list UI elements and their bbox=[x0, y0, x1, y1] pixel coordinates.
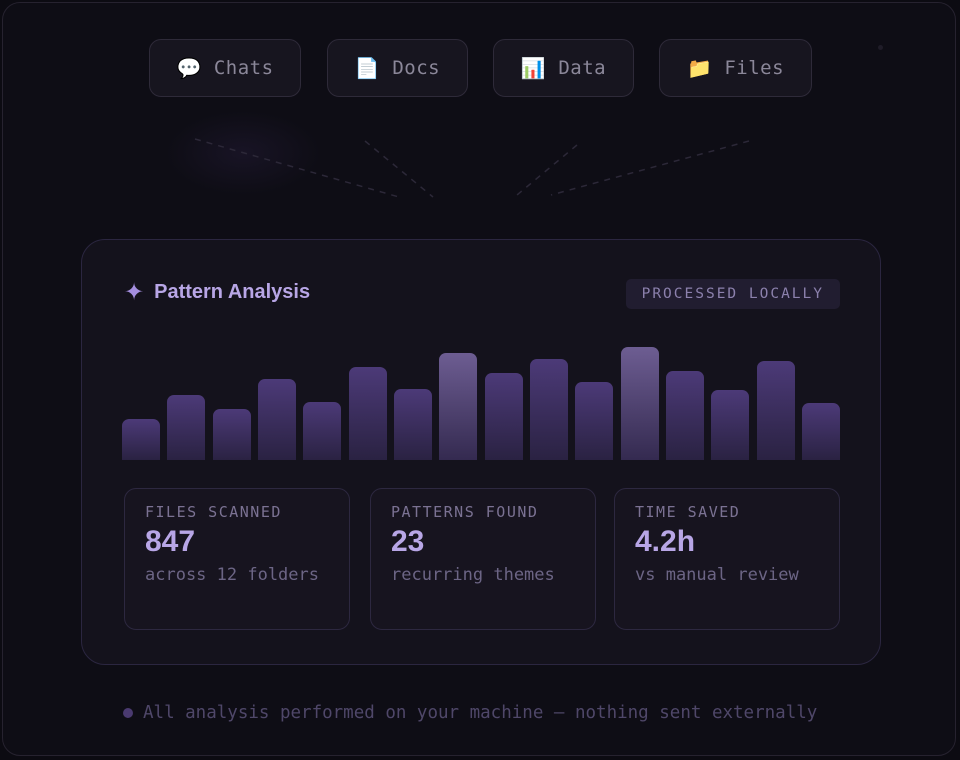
document-icon: 📄 bbox=[354, 56, 381, 80]
stat-files-scanned: FILES SCANNED 847 across 12 folders bbox=[124, 488, 350, 630]
chat-bubble-icon: 💬 bbox=[176, 56, 202, 80]
pattern-bar bbox=[167, 395, 205, 460]
privacy-footer: All analysis performed on your machine —… bbox=[123, 703, 817, 723]
pattern-bar-chart bbox=[122, 340, 842, 460]
pattern-bar bbox=[757, 361, 795, 460]
pattern-bar bbox=[439, 353, 477, 460]
pattern-bar bbox=[802, 403, 840, 460]
pattern-bar bbox=[666, 371, 704, 460]
pattern-analysis-card: ✦ Pattern Analysis PROCESSED LOCALLY FIL… bbox=[81, 239, 881, 665]
source-data[interactable]: 📊 Data bbox=[493, 39, 634, 97]
stat-value: 23 bbox=[391, 525, 425, 558]
bar-chart-icon: 📊 bbox=[520, 56, 547, 80]
pattern-bar bbox=[122, 419, 160, 460]
pattern-bar bbox=[258, 379, 296, 460]
stat-label: PATTERNS FOUND bbox=[391, 503, 539, 521]
stat-subtext: vs manual review bbox=[635, 565, 799, 585]
source-files-label: Files bbox=[724, 57, 785, 79]
pattern-bar bbox=[213, 409, 251, 460]
source-chats[interactable]: 💬 Chats bbox=[149, 39, 301, 97]
stat-value: 847 bbox=[145, 525, 196, 558]
pattern-bar bbox=[349, 367, 387, 460]
pattern-bar bbox=[530, 359, 568, 460]
source-docs[interactable]: 📄 Docs bbox=[327, 39, 468, 97]
source-data-label: Data bbox=[558, 57, 607, 79]
sparkle-icon: ✦ bbox=[124, 278, 145, 306]
processed-locally-badge: PROCESSED LOCALLY bbox=[625, 279, 840, 309]
stat-subtext: recurring themes bbox=[391, 565, 555, 585]
pattern-bar bbox=[485, 373, 523, 460]
pattern-bar bbox=[575, 382, 613, 460]
card-title-text: Pattern Analysis bbox=[154, 280, 311, 303]
card-title: ✦ Pattern Analysis bbox=[124, 278, 310, 306]
pattern-bar bbox=[303, 402, 341, 460]
stat-label: TIME SAVED bbox=[635, 503, 741, 521]
stat-value: 4.2h bbox=[635, 525, 696, 558]
stat-subtext: across 12 folders bbox=[145, 565, 319, 585]
folder-icon: 📁 bbox=[686, 56, 713, 80]
corner-dot bbox=[878, 45, 883, 50]
status-dot bbox=[123, 708, 133, 718]
stat-time-saved: TIME SAVED 4.2h vs manual review bbox=[614, 488, 840, 630]
connector-lines bbox=[194, 138, 750, 198]
privacy-footer-text: All analysis performed on your machine —… bbox=[143, 703, 818, 723]
stat-patterns-found: PATTERNS FOUND 23 recurring themes bbox=[370, 488, 596, 630]
source-docs-label: Docs bbox=[392, 57, 441, 79]
stat-label: FILES SCANNED bbox=[145, 503, 282, 521]
pattern-bar bbox=[711, 390, 749, 460]
source-files[interactable]: 📁 Files bbox=[659, 39, 812, 97]
source-chats-label: Chats bbox=[213, 57, 274, 79]
pattern-bar bbox=[621, 347, 659, 460]
pattern-bar bbox=[394, 389, 432, 460]
